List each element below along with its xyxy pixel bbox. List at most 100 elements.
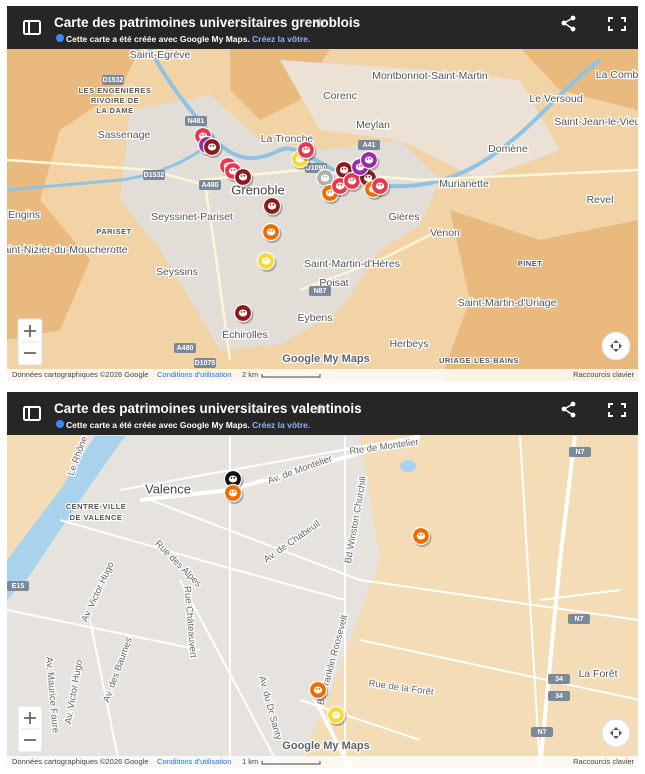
marker-icon	[363, 174, 373, 182]
zoom-in[interactable]	[24, 325, 36, 337]
road-number: D1532	[103, 77, 124, 84]
locate-button[interactable]	[601, 718, 631, 748]
share-icon-dot	[570, 15, 576, 21]
map-label: La Combe	[596, 69, 638, 81]
terms-link[interactable]: Conditions d'utilisation	[157, 370, 231, 379]
map-marker[interactable]	[202, 137, 223, 159]
road-number: N87	[314, 288, 327, 295]
urban	[280, 60, 560, 180]
marker-icon-dot	[297, 157, 300, 159]
map-label: La Forêt	[578, 668, 617, 680]
map-marker[interactable]	[256, 251, 277, 273]
sidebar-icon[interactable]	[23, 406, 41, 421]
map-label: LA DAME	[96, 106, 133, 115]
map-marker[interactable]	[233, 303, 254, 325]
marker-icon-dot	[268, 230, 271, 232]
map-marker[interactable]	[296, 140, 317, 162]
marker-icon	[313, 686, 323, 694]
star-icon[interactable]	[314, 403, 326, 415]
map-header: Carte des patrimoines universitaires gre…	[7, 6, 638, 49]
fullscreen-icon[interactable]	[608, 403, 626, 417]
map-marker[interactable]	[359, 150, 380, 172]
road-number: 34	[555, 676, 563, 683]
map-label: Le Versoud	[529, 93, 582, 105]
map-marker[interactable]	[262, 196, 283, 218]
marker-icon-dot	[340, 183, 343, 186]
map-label: Domène	[488, 143, 528, 155]
map-canvas[interactable]: Saint-Egrève Montbonnot-Saint-Martin La Co…	[7, 49, 638, 381]
marker-icon-dot	[263, 259, 266, 261]
marker-icon-dot	[230, 477, 233, 479]
marker-icon	[339, 166, 349, 174]
map-label: Murianette	[439, 178, 489, 190]
locate-icon	[610, 727, 622, 739]
map-label: Seyssinet-Pariset	[151, 211, 233, 223]
star-icon[interactable]	[314, 17, 326, 29]
road-number: D1075	[195, 360, 216, 367]
map-marker[interactable]	[261, 222, 282, 244]
urban	[7, 436, 380, 768]
footer-bar	[7, 756, 638, 768]
marker-icon	[331, 711, 341, 719]
scale-bar	[261, 374, 321, 378]
marker-icon	[347, 177, 357, 185]
road-shield	[531, 727, 553, 737]
google-logo: Google My Maps	[282, 353, 369, 365]
marker-icon-dot	[203, 133, 206, 136]
map-embed: Carte des patrimoines universitaires val…	[7, 392, 638, 768]
road-number: N7	[575, 616, 584, 623]
scale-label: 2 km	[242, 370, 258, 379]
map-label: LES ENGENIÈRES	[79, 86, 152, 95]
map-marker[interactable]	[233, 167, 254, 189]
google-logo: Google My Maps	[282, 740, 369, 752]
mountain	[440, 210, 638, 381]
marker-icon-dot	[357, 165, 360, 167]
marker-icon-dot	[380, 183, 383, 186]
scale-bar	[261, 761, 321, 765]
road-number: N481	[188, 118, 205, 125]
map-marker[interactable]	[308, 680, 329, 702]
pond	[400, 460, 416, 472]
map-label: Seyssins	[156, 266, 198, 278]
marker-icon-dot	[352, 178, 355, 181]
road-shield	[102, 75, 124, 85]
zoom-in[interactable]	[24, 712, 36, 724]
map-label: PINET	[518, 259, 543, 268]
marker-icon-dot	[337, 184, 340, 186]
share-icon-dot	[561, 20, 567, 26]
map-label: Meylan	[356, 119, 390, 131]
locate-button[interactable]	[601, 331, 631, 361]
marker-icon-dot	[230, 169, 233, 171]
marker-icon-dot	[233, 476, 236, 479]
notice-link[interactable]: Créez la vôtre.	[252, 420, 311, 430]
roads	[7, 435, 638, 768]
marker-icon	[261, 257, 271, 265]
marker-icon	[364, 156, 374, 164]
map-marker[interactable]	[223, 483, 244, 505]
marker-icon-dot	[233, 168, 236, 171]
terms-link[interactable]: Conditions d'utilisation	[157, 757, 231, 766]
map-label: Saint-Egrève	[130, 49, 191, 61]
road-shield	[569, 447, 591, 457]
marker-icon-dot	[333, 713, 336, 715]
marker-icon-dot	[368, 175, 371, 178]
road-shield	[568, 614, 590, 624]
map-marker[interactable]	[411, 526, 432, 548]
marker-icon	[228, 489, 238, 497]
sidebar-icon[interactable]	[23, 20, 41, 35]
map-label: Revel	[587, 194, 614, 206]
river	[7, 436, 125, 600]
marker-icon-dot	[421, 533, 424, 536]
keyboard-shortcuts[interactable]: Raccourcis clavier	[573, 757, 634, 766]
keyboard-shortcuts[interactable]: Raccourcis clavier	[573, 370, 634, 379]
map-marker[interactable]	[370, 176, 391, 198]
map-marker[interactable]	[326, 705, 347, 727]
map-marker[interactable]	[342, 171, 363, 193]
share-icon-dot	[570, 401, 576, 407]
fullscreen-icon[interactable]	[608, 17, 626, 31]
map-title: Carte des patrimoines universitaires gre…	[54, 15, 361, 30]
road-shield	[185, 116, 207, 126]
share-icon-dot	[570, 412, 576, 418]
notice-link[interactable]: Créez la vôtre.	[252, 34, 311, 44]
